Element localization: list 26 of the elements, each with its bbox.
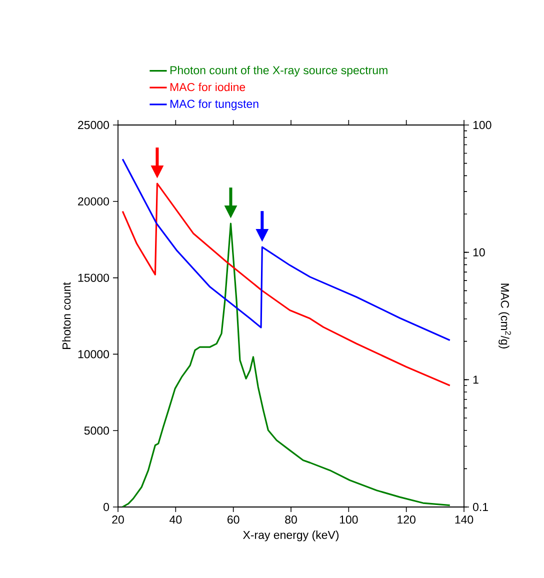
y-tick-label: 10000 xyxy=(78,350,110,358)
y-axis-title: Photon count xyxy=(62,282,71,349)
y2-tick-label: 0.1 xyxy=(472,502,488,512)
x-tick-label: 60 xyxy=(228,516,240,524)
y-tick-label: 0 xyxy=(104,502,110,512)
y2-axis-title: MAC (cm$^{2}$/g) xyxy=(498,284,511,348)
x-tick-label: 140 xyxy=(455,516,474,524)
line-series xyxy=(122,222,451,507)
y-tick-label: 25000 xyxy=(78,120,110,130)
y2-tick-label: 1 xyxy=(473,376,478,384)
x-axis-title: X-ray energy (keV) xyxy=(243,530,339,542)
x-tick-label: 20 xyxy=(112,516,124,524)
y2-tick-label: 100 xyxy=(473,120,492,130)
x-tick-label: 80 xyxy=(285,516,297,524)
x-tick-label: 100 xyxy=(340,516,358,524)
x-tick-label: 120 xyxy=(398,516,416,524)
line-series xyxy=(122,158,451,342)
y-tick-label: 20000 xyxy=(78,197,110,206)
y-tick-label: 5000 xyxy=(84,426,110,435)
y-tick-label: 15000 xyxy=(78,274,110,282)
y2-tick-label: 10 xyxy=(473,248,485,256)
x-tick-label: 40 xyxy=(170,516,182,524)
line-series xyxy=(122,182,451,386)
legend-label: MAC for iodine xyxy=(170,82,246,92)
legend-label: MAC for tungsten xyxy=(170,100,258,110)
legend-label: Photon count of the X-ray source spectrum xyxy=(170,66,388,77)
